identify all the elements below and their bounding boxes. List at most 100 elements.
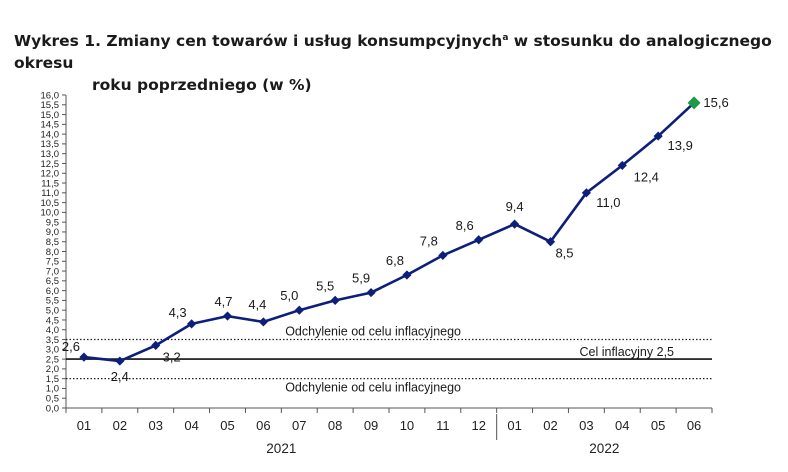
x-tick-label: 05 [220, 418, 234, 433]
x-tick-label: 02 [543, 418, 557, 433]
data-label: 12,4 [634, 169, 659, 184]
data-label: 2,4 [111, 369, 129, 384]
chart-title-rest: w stosunku do analogicznego okresu [14, 32, 772, 72]
y-tick-label: 15,5 [41, 100, 60, 111]
year-label: 2022 [589, 441, 619, 456]
x-tick-label: 04 [184, 418, 198, 433]
year-label: 2021 [266, 441, 296, 456]
x-tick-label: 03 [148, 418, 162, 433]
data-labels: 2,6 2,4 3,2 4,3 4,7 4,4 5,0 5,5 5,9 6,8 7,8 8,6 9,4 8… [62, 95, 729, 384]
y-tick-label: 1,5 [46, 374, 59, 385]
chart-title-main: Wykres 1. Zmiany cen towarów i usług kon… [14, 32, 503, 50]
y-tick-label: 9,5 [46, 217, 59, 228]
data-point [258, 317, 268, 327]
y-tick-label: 2,5 [46, 354, 59, 365]
data-point [402, 270, 412, 280]
y-tick-label: 9,0 [46, 227, 59, 238]
chart-axes: 0,00,51,01,52,02,53,03,54,04,55,05,56,06… [41, 90, 713, 456]
data-label: 8,5 [555, 246, 573, 261]
y-tick-label: 16,0 [41, 90, 60, 101]
data-label: 4,4 [248, 297, 266, 312]
data-label: 5,5 [316, 278, 334, 293]
y-tick-label: 4,0 [46, 325, 59, 336]
y-tick-label: 3,0 [46, 345, 59, 356]
series-cpi [79, 96, 701, 366]
x-tick-label: 01 [77, 418, 91, 433]
y-tick-label: 0,0 [46, 403, 59, 414]
y-tick-label: 0,5 [46, 394, 59, 405]
y-tick-label: 4,5 [46, 315, 59, 326]
y-tick-label: 5,5 [46, 296, 59, 307]
data-label: 9,4 [506, 199, 524, 214]
y-tick-label: 12,0 [41, 169, 60, 180]
y-tick-label: 11,5 [41, 178, 59, 189]
y-tick-label: 10,0 [41, 208, 60, 219]
data-point [115, 356, 125, 366]
series-line [83, 101, 695, 363]
data-point [510, 219, 520, 229]
data-point [366, 287, 376, 298]
data-label: 11,0 [596, 195, 620, 210]
chart-title-line2: roku poprzedniego (w %) [92, 76, 312, 94]
x-tick-label: 01 [507, 418, 521, 433]
y-tick-label: 5,0 [46, 305, 59, 316]
x-tick-label: 08 [328, 418, 342, 433]
data-label: 5,9 [352, 271, 370, 286]
chart-title-footnote-mark: a [502, 32, 509, 43]
x-tick-label: 06 [256, 418, 270, 433]
data-label: 2,6 [62, 339, 80, 354]
y-tick-label: 11,0 [41, 188, 59, 199]
y-tick-label: 15,0 [41, 110, 60, 121]
y-tick-label: 6,0 [46, 286, 59, 297]
y-tick-label: 6,5 [46, 276, 59, 287]
x-tick-label: 11 [436, 418, 450, 433]
x-tick-label: 04 [615, 418, 629, 433]
x-tick-label: 07 [292, 418, 306, 433]
y-tick-label: 13,0 [41, 149, 60, 160]
x-tick-label: 02 [113, 418, 127, 433]
data-label: 3,2 [163, 349, 181, 364]
y-tick-label: 13,5 [41, 139, 60, 150]
y-tick-label: 7,0 [46, 266, 59, 277]
data-label: 4,3 [169, 305, 187, 320]
band-lower-label: Odchylenie od celu inflacyjnego [285, 381, 461, 395]
data-point-last [687, 96, 701, 110]
band-upper-label: Odchylenie od celu inflacyjnego [285, 325, 461, 339]
reference-lines: Odchylenie od celu inflacyjnego Odchyleni… [66, 325, 712, 395]
target-label: Cel inflacyjny 2,5 [580, 345, 675, 359]
data-point [581, 188, 591, 198]
data-point [187, 319, 197, 329]
data-point [545, 237, 556, 247]
y-tick-label: 3,5 [46, 335, 59, 346]
y-tick-label: 14,0 [41, 129, 60, 140]
x-tick-label: 03 [579, 418, 593, 433]
data-point [617, 160, 627, 171]
data-point [653, 131, 663, 141]
y-tick-label: 2,0 [46, 364, 59, 375]
data-label: 4,7 [214, 294, 232, 309]
data-point [151, 340, 161, 350]
data-label: 8,6 [456, 218, 474, 233]
x-tick-label: 12 [471, 418, 485, 433]
data-point [79, 352, 89, 362]
y-tick-label: 10,5 [41, 198, 60, 209]
data-point [474, 235, 484, 245]
data-label: 13,9 [668, 138, 693, 153]
y-tick-label: 8,0 [46, 247, 59, 258]
y-tick-label: 8,5 [46, 237, 59, 248]
data-label: 7,8 [420, 233, 438, 248]
y-tick-label: 1,0 [46, 384, 59, 395]
x-tick-label: 06 [687, 418, 701, 433]
data-point [438, 250, 448, 261]
data-point [222, 311, 233, 321]
data-point [330, 295, 340, 306]
data-label: 15,6 [703, 95, 728, 110]
x-tick-label: 10 [400, 418, 414, 433]
data-point [294, 305, 304, 315]
x-tick-label: 05 [651, 418, 665, 433]
data-label: 6,8 [386, 253, 404, 268]
data-label: 5,0 [280, 288, 298, 303]
y-tick-label: 14,5 [41, 120, 60, 131]
y-tick-label: 12,5 [41, 159, 60, 170]
